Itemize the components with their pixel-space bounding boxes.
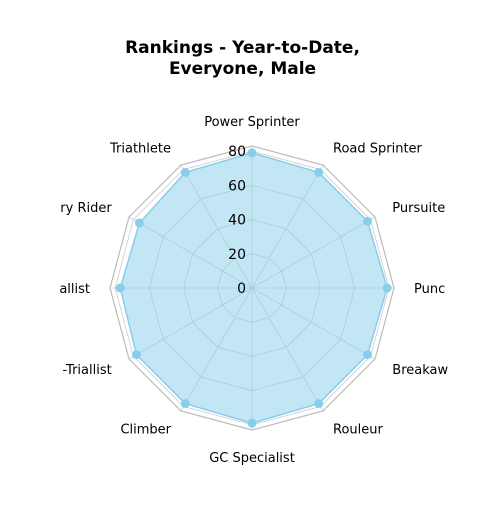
data-point [314,399,324,409]
data-point [247,148,257,158]
data-point [382,283,392,293]
category-label: allist [59,282,90,297]
category-label: -Triallist [63,363,112,378]
category-label: Power Sprinter [204,115,300,130]
data-point [180,399,190,409]
radial-tick-label: 20 [228,247,246,263]
radial-tick-label: 0 [237,281,246,297]
data-point [314,167,324,177]
data-point [247,418,257,428]
radial-tick-label: 60 [228,178,246,194]
category-label: Climber [120,422,171,437]
data-point [115,283,125,293]
data-point [131,350,141,360]
series-area [119,152,388,424]
data-point [134,218,144,228]
data-point [363,350,373,360]
category-label: Triathlete [109,142,171,157]
category-label: Road Sprinter [333,142,423,157]
category-label: Pursuite [392,201,445,216]
category-label: Breakaw [392,363,448,378]
chart-title: Rankings - Year-to-Date, Everyone, Male [125,38,360,79]
data-point [180,167,190,177]
radial-tick-label: 40 [228,213,246,229]
data-point [363,216,373,226]
category-label: Punc [414,282,445,297]
radial-tick-label: 80 [228,144,246,160]
category-label: ry Rider [60,201,112,216]
category-label: Rouleur [333,422,383,437]
category-label: GC Specialist [209,451,295,466]
